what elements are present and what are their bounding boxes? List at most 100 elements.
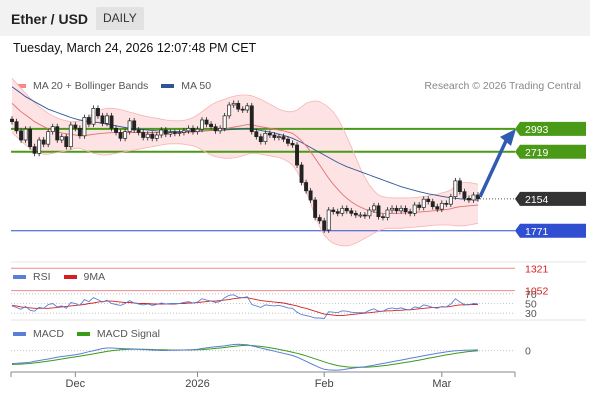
candle bbox=[453, 177, 458, 200]
candle-body bbox=[32, 146, 37, 154]
candle bbox=[68, 122, 73, 150]
candle-body bbox=[209, 123, 214, 128]
candle bbox=[249, 102, 254, 135]
candle-body bbox=[331, 209, 336, 213]
level-tag-1052: 1052 bbox=[525, 286, 549, 298]
candle bbox=[118, 129, 123, 142]
candle bbox=[435, 203, 440, 213]
candle-body bbox=[430, 201, 435, 208]
candle bbox=[82, 114, 87, 139]
candle-body bbox=[227, 104, 232, 117]
level-tag-text: 1052 bbox=[525, 286, 549, 298]
candle-body bbox=[272, 134, 277, 138]
candle bbox=[55, 123, 60, 143]
level-tag-box bbox=[515, 144, 586, 159]
candle bbox=[344, 205, 349, 214]
candle-body bbox=[258, 136, 263, 143]
ma20-swatch bbox=[13, 84, 26, 88]
candle bbox=[462, 188, 467, 202]
candle bbox=[213, 123, 218, 134]
candle bbox=[362, 212, 367, 219]
candle-body bbox=[141, 132, 146, 138]
candle bbox=[322, 217, 327, 233]
candle bbox=[209, 121, 214, 130]
candle-body bbox=[426, 198, 431, 203]
candle-body bbox=[213, 126, 218, 132]
candle-body bbox=[254, 131, 259, 138]
macd-signal-swatch bbox=[76, 332, 90, 336]
candle-body bbox=[439, 202, 444, 210]
candle bbox=[335, 208, 340, 217]
candle bbox=[127, 117, 132, 135]
candle-body bbox=[19, 130, 23, 141]
candle bbox=[408, 208, 413, 217]
candle-body bbox=[68, 124, 73, 148]
candle bbox=[367, 207, 372, 219]
candle-body bbox=[28, 128, 33, 148]
macd-signal-line bbox=[11, 344, 479, 368]
candle-body bbox=[435, 206, 440, 210]
candle-body bbox=[154, 134, 159, 139]
candle bbox=[150, 131, 155, 142]
rsi-ma9-line bbox=[11, 297, 478, 317]
candle bbox=[331, 207, 336, 215]
candle bbox=[412, 202, 417, 217]
candle-body bbox=[417, 204, 422, 208]
candle bbox=[218, 125, 223, 134]
candle bbox=[41, 137, 46, 148]
candle bbox=[403, 205, 408, 215]
candle bbox=[358, 212, 363, 218]
candle bbox=[114, 125, 119, 136]
candle-body bbox=[14, 121, 19, 132]
candle-body bbox=[276, 136, 281, 139]
candle bbox=[267, 130, 272, 138]
candle bbox=[390, 205, 394, 213]
candle bbox=[200, 117, 204, 133]
candle bbox=[258, 133, 263, 145]
candle bbox=[100, 112, 105, 127]
period-badge[interactable]: DAILY bbox=[96, 7, 144, 30]
candle bbox=[317, 214, 322, 224]
candle-body bbox=[313, 199, 318, 218]
candle bbox=[50, 123, 55, 135]
candle-body bbox=[444, 202, 449, 205]
candle-body bbox=[322, 220, 327, 231]
timestamp: Tuesday, March 24, 2026 12:07:48 PM CET bbox=[13, 41, 257, 55]
candle bbox=[421, 196, 426, 211]
instrument-title: Ether / USD bbox=[11, 11, 89, 27]
candle-body bbox=[371, 205, 376, 211]
level-tag-box bbox=[515, 223, 586, 238]
ma50-swatch bbox=[161, 84, 175, 88]
candle-body bbox=[191, 127, 195, 133]
candle bbox=[430, 198, 435, 210]
candle bbox=[37, 137, 42, 157]
candle bbox=[457, 177, 462, 195]
candle bbox=[444, 200, 449, 208]
rsi-level-label: 70 bbox=[525, 289, 537, 301]
candle-body bbox=[150, 133, 155, 139]
candle bbox=[14, 118, 19, 134]
candle-body bbox=[421, 198, 426, 208]
level-tag-text: 2154 bbox=[525, 194, 549, 206]
candle-body bbox=[136, 129, 141, 133]
macd-swatch bbox=[13, 332, 26, 336]
candle-body bbox=[132, 120, 137, 131]
candle bbox=[281, 133, 286, 143]
candle bbox=[439, 200, 444, 213]
level-tag-text: 2719 bbox=[525, 147, 549, 159]
candle bbox=[245, 102, 250, 113]
candle-body bbox=[263, 132, 268, 143]
candle-body bbox=[200, 119, 204, 130]
candle-body bbox=[367, 209, 372, 217]
candle bbox=[272, 132, 277, 141]
candle bbox=[313, 197, 318, 221]
candle bbox=[109, 112, 114, 132]
candle bbox=[46, 128, 51, 148]
rsi-legend: RSI 9MA bbox=[13, 271, 105, 283]
candle-body bbox=[177, 132, 182, 134]
ma20-legend-label: MA 20 + Bollinger Bands bbox=[33, 80, 149, 92]
candle-body bbox=[186, 127, 191, 132]
candle-body bbox=[55, 126, 60, 141]
rsi-swatch bbox=[13, 275, 26, 279]
level-tag-text: 1771 bbox=[525, 226, 549, 238]
